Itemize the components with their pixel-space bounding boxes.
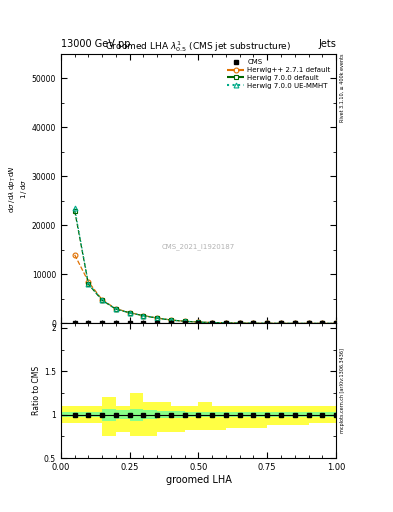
- Legend: CMS, Herwig++ 2.7.1 default, Herwig 7.0.0 default, Herwig 7.0.0 UE-MMHT: CMS, Herwig++ 2.7.1 default, Herwig 7.0.…: [225, 57, 332, 91]
- X-axis label: groomed LHA: groomed LHA: [165, 475, 231, 485]
- Text: Rivet 3.1.10, ≥ 400k events: Rivet 3.1.10, ≥ 400k events: [340, 54, 345, 122]
- Text: 13000 GeV pp: 13000 GeV pp: [61, 38, 130, 49]
- Text: CMS_2021_I1920187: CMS_2021_I1920187: [162, 243, 235, 250]
- Y-axis label: Ratio to CMS: Ratio to CMS: [32, 366, 41, 415]
- Title: Groomed LHA $\lambda^1_{0.5}$ (CMS jet substructure): Groomed LHA $\lambda^1_{0.5}$ (CMS jet s…: [105, 39, 292, 54]
- Text: mcplots.cern.ch [arXiv:1306.3436]: mcplots.cern.ch [arXiv:1306.3436]: [340, 348, 345, 433]
- Y-axis label: $\mathrm{d}\sigma\,/\,\mathrm{d}\lambda\,\mathrm{d}p_T\,\mathrm{d}N$
$1\,/\,\mat: $\mathrm{d}\sigma\,/\,\mathrm{d}\lambda\…: [7, 165, 29, 212]
- Text: Jets: Jets: [318, 38, 336, 49]
